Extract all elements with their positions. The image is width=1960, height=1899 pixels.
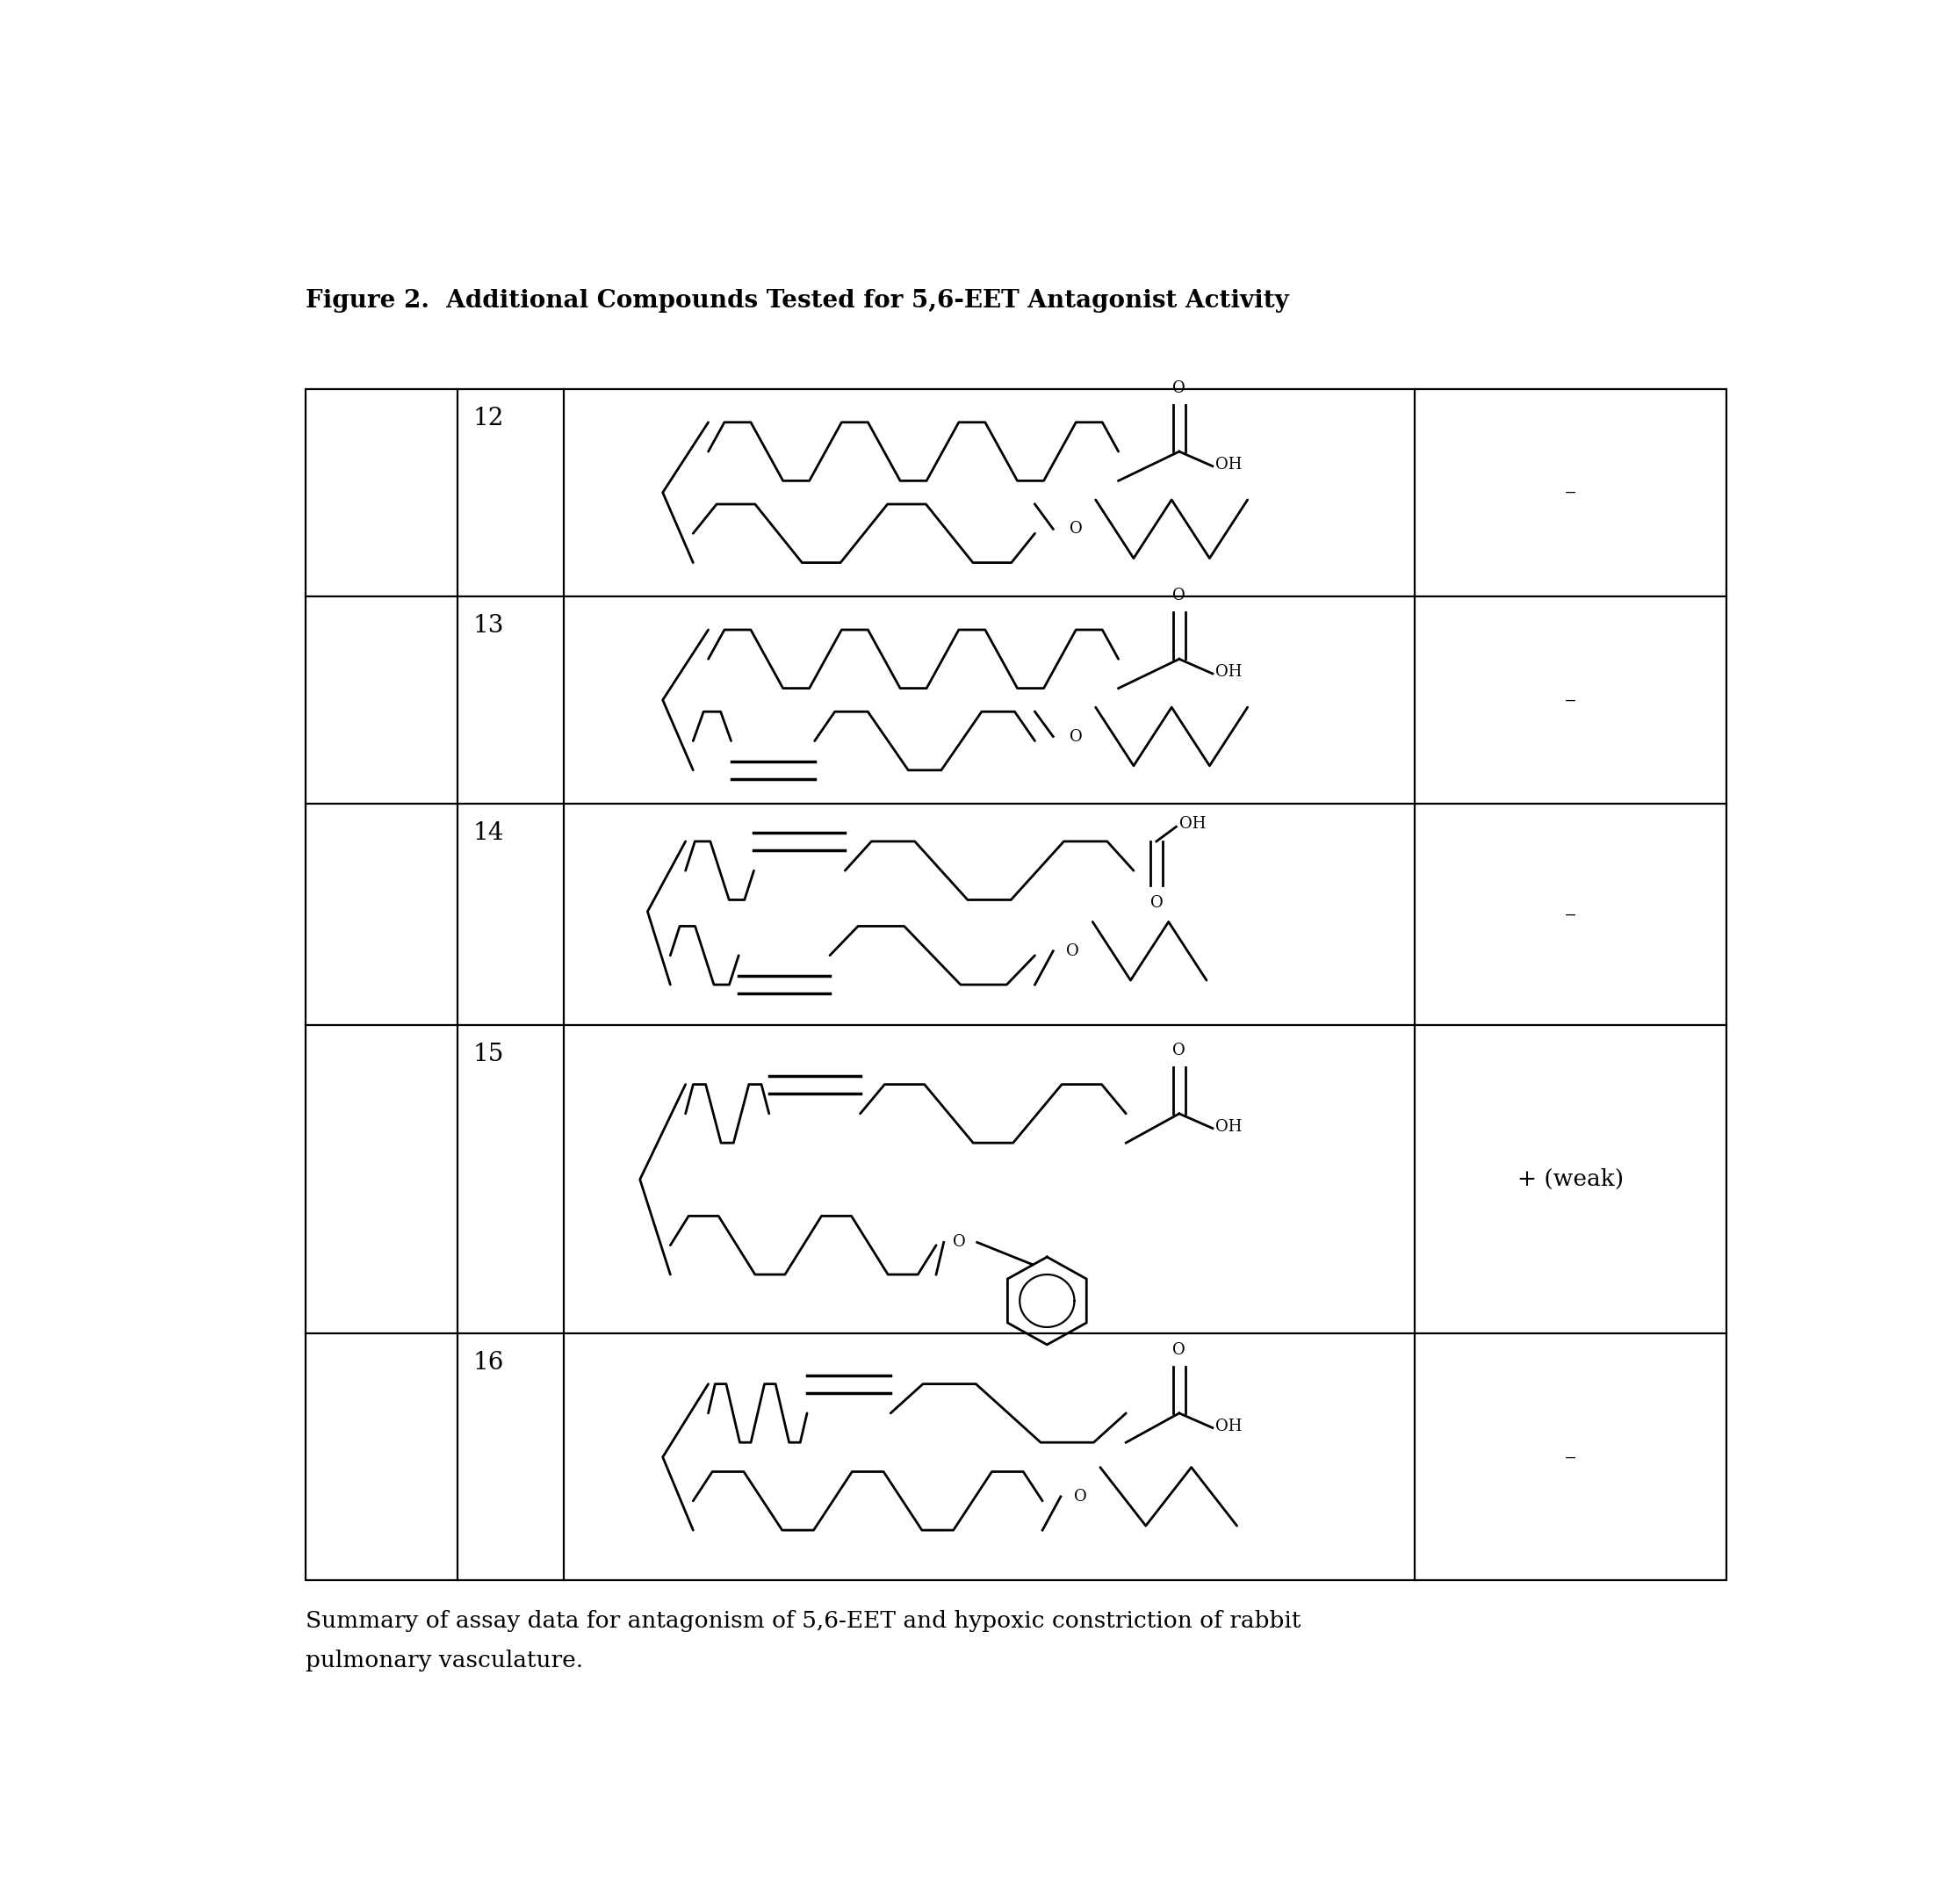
- Text: O: O: [1066, 944, 1080, 959]
- Text: O: O: [1074, 1489, 1088, 1504]
- Text: O: O: [1172, 380, 1186, 397]
- Text: O: O: [1151, 896, 1162, 912]
- Text: –: –: [1564, 689, 1576, 710]
- Text: + (weak): + (weak): [1517, 1168, 1623, 1191]
- Text: OH: OH: [1215, 1419, 1243, 1434]
- Text: –: –: [1564, 1445, 1576, 1468]
- Text: 14: 14: [472, 820, 504, 845]
- Text: O: O: [1070, 729, 1082, 744]
- Text: –: –: [1564, 904, 1576, 925]
- Text: pulmonary vasculature.: pulmonary vasculature.: [306, 1648, 584, 1671]
- Text: O: O: [1172, 587, 1186, 604]
- Text: Figure 2.  Additional Compounds Tested for 5,6-EET Antagonist Activity: Figure 2. Additional Compounds Tested fo…: [306, 289, 1290, 313]
- Text: OH: OH: [1215, 1119, 1243, 1136]
- Text: 15: 15: [472, 1043, 504, 1067]
- Text: 13: 13: [472, 613, 504, 638]
- Text: 12: 12: [472, 406, 504, 429]
- Text: Summary of assay data for antagonism of 5,6-EET and hypoxic constriction of rabb: Summary of assay data for antagonism of …: [306, 1610, 1301, 1631]
- Text: O: O: [1172, 1043, 1186, 1058]
- Text: OH: OH: [1215, 458, 1243, 473]
- Bar: [306, 389, 1727, 1580]
- Text: O: O: [1070, 520, 1082, 537]
- Text: 16: 16: [472, 1352, 504, 1375]
- Text: OH: OH: [1180, 817, 1205, 832]
- Text: OH: OH: [1215, 665, 1243, 680]
- Text: O: O: [953, 1234, 966, 1250]
- Text: –: –: [1564, 482, 1576, 503]
- Text: O: O: [1172, 1343, 1186, 1358]
